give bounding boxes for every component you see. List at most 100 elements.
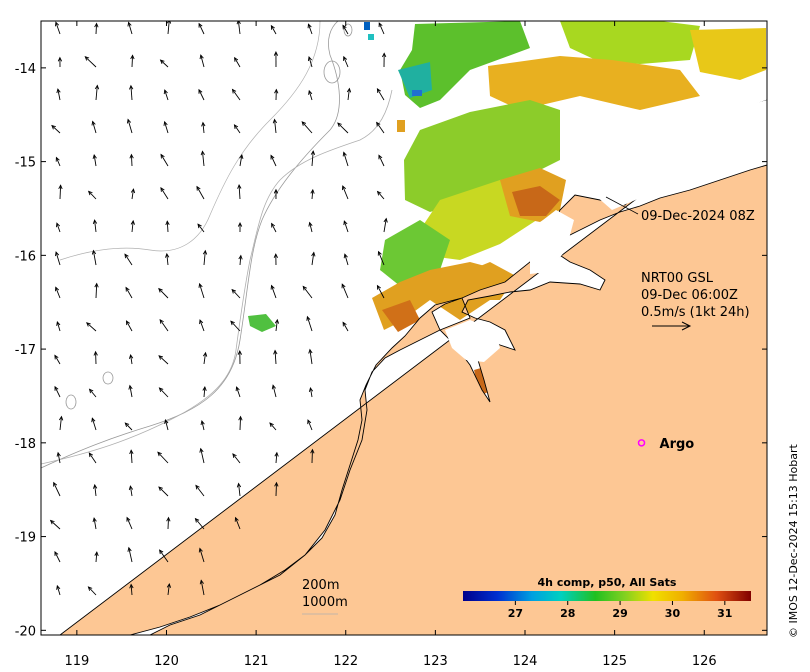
current-arrow-head bbox=[200, 420, 205, 426]
current-arrow bbox=[308, 90, 313, 101]
current-arrow bbox=[202, 122, 205, 134]
current-arrow bbox=[95, 23, 98, 35]
scale-arrow bbox=[652, 321, 692, 331]
current-arrow-head bbox=[163, 120, 168, 126]
current-arrow bbox=[128, 22, 133, 35]
current-arrow-head bbox=[273, 51, 279, 56]
current-arrow-head bbox=[271, 384, 276, 390]
current-arrow bbox=[130, 154, 133, 167]
current-arrow bbox=[88, 452, 97, 464]
lat-tick-label: -19 bbox=[15, 531, 36, 546]
current-arrow bbox=[130, 85, 133, 101]
sst-patch bbox=[398, 62, 432, 98]
current-arrow bbox=[130, 354, 133, 365]
current-arrow-head bbox=[302, 285, 308, 291]
current-arrow bbox=[199, 283, 205, 299]
current-arrow bbox=[234, 57, 241, 68]
current-arrow-head bbox=[377, 250, 382, 256]
current-arrow bbox=[306, 316, 313, 332]
cloud-mask bbox=[530, 210, 574, 274]
current-arrow-head bbox=[157, 451, 162, 457]
argo-label: Argo bbox=[660, 437, 695, 452]
current-arrow-head bbox=[274, 318, 280, 324]
current-arrow-head bbox=[94, 84, 100, 90]
current-arrow-head bbox=[198, 22, 203, 28]
current-arrow-head bbox=[93, 350, 98, 356]
current-arrow bbox=[55, 157, 61, 167]
current-arrow-head bbox=[165, 220, 170, 226]
colorbar-title: 4h comp, p50, All Sats bbox=[538, 576, 677, 589]
current-arrow-head bbox=[200, 150, 205, 156]
current-arrow bbox=[57, 452, 61, 464]
current-arrow-head bbox=[166, 21, 172, 24]
lat-tick-label: -17 bbox=[15, 343, 36, 358]
current-arrow bbox=[239, 154, 243, 167]
current-arrow-head bbox=[342, 151, 347, 157]
current-arrow bbox=[377, 191, 385, 200]
current-arrow bbox=[232, 453, 241, 464]
sst-patch bbox=[368, 34, 374, 40]
current-arrow-head bbox=[158, 387, 164, 392]
colorbar-tick-label: 29 bbox=[612, 607, 627, 620]
current-arrow-head bbox=[202, 351, 208, 357]
current-arrow-head bbox=[54, 354, 59, 360]
current-arrow bbox=[343, 220, 349, 233]
current-arrow-head bbox=[127, 21, 132, 27]
current-arrow-head bbox=[202, 386, 207, 391]
current-arrow-head bbox=[163, 89, 168, 95]
pass-pointer bbox=[605, 196, 639, 215]
current-arrow-head bbox=[273, 349, 278, 355]
current-arrow bbox=[59, 185, 62, 200]
sst-patch bbox=[488, 56, 700, 110]
sst-patch bbox=[248, 314, 276, 332]
current-arrow bbox=[234, 124, 241, 134]
current-arrow bbox=[124, 253, 133, 266]
current-arrow-head bbox=[308, 89, 313, 95]
current-arrow-head bbox=[84, 56, 90, 61]
current-arrow bbox=[302, 286, 313, 299]
current-arrow-head bbox=[383, 217, 388, 223]
current-arrow-head bbox=[307, 56, 313, 62]
current-arrow bbox=[126, 517, 133, 530]
current-arrow-head bbox=[91, 417, 96, 423]
current-arrow-head bbox=[337, 122, 342, 128]
land-mass bbox=[59, 99, 767, 635]
current-arrow-head bbox=[129, 153, 134, 159]
current-arrow bbox=[200, 55, 205, 68]
current-arrow bbox=[377, 88, 385, 101]
credit-text: © IMOS 12-Dec-2024 15:13 Hobart bbox=[787, 443, 800, 638]
argo-float-marker[interactable] bbox=[637, 439, 646, 447]
current-arrow bbox=[88, 586, 97, 596]
current-arrow-head bbox=[92, 219, 98, 225]
current-arrow-head bbox=[307, 419, 312, 425]
current-scale-label: 0.5m/s (1kt 24h) bbox=[641, 305, 750, 320]
current-arrow-head bbox=[160, 153, 165, 159]
lon-tick-label: 121 bbox=[244, 654, 269, 669]
isobath-200m-label: 200m bbox=[302, 578, 339, 593]
current-arrow-head bbox=[86, 322, 91, 327]
sst-patch bbox=[412, 90, 422, 96]
current-arrow bbox=[203, 250, 206, 266]
current-arrow bbox=[158, 288, 169, 299]
current-arrow-head bbox=[55, 222, 61, 228]
current-arrow-head bbox=[273, 253, 278, 259]
current-arrow-head bbox=[166, 516, 171, 522]
current-arrow-head bbox=[376, 284, 381, 290]
current-arrow-head bbox=[91, 120, 96, 126]
current-arrow bbox=[271, 223, 277, 233]
lon-tick-label: 125 bbox=[602, 654, 627, 669]
current-arrow-head bbox=[232, 453, 237, 458]
current-arrow-head bbox=[272, 118, 278, 124]
current-arrow-head bbox=[130, 219, 135, 225]
current-arrow-head bbox=[376, 121, 381, 127]
current-arrow bbox=[131, 189, 134, 200]
current-arrow bbox=[378, 22, 385, 35]
current-arrow bbox=[198, 89, 205, 101]
current-arrow bbox=[94, 484, 97, 497]
current-arrow bbox=[198, 23, 205, 35]
current-time-label: 09-Dec 06:00Z bbox=[641, 288, 738, 303]
colorbar bbox=[463, 591, 751, 601]
current-arrow bbox=[92, 250, 97, 266]
lon-tick-label: 123 bbox=[423, 654, 448, 669]
